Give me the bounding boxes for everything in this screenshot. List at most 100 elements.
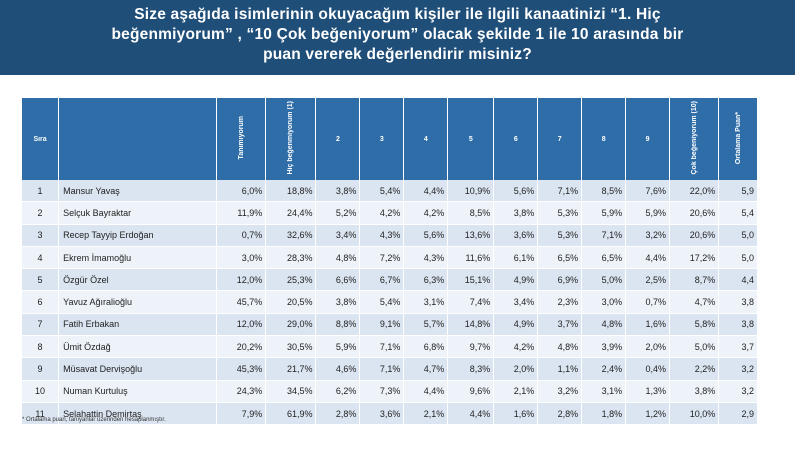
value-cell: 0,7%	[625, 290, 671, 314]
column-header-label: Tanımıyorum	[237, 116, 245, 160]
value-cell: 3,8	[718, 313, 758, 337]
value-cell: 7,2%	[359, 246, 405, 270]
value-cell: 45,3%	[216, 357, 267, 381]
rank-cell: 6	[22, 290, 60, 314]
table-row: 3 Recep Tayyip Erdoğan 0,7% 32,6% 3,4% 4,3% 5,…	[22, 224, 758, 247]
value-cell: 1,8%	[581, 402, 627, 426]
value-cell: 14,8%	[447, 313, 495, 337]
value-cell: 2,2%	[669, 357, 720, 381]
column-header: 2	[315, 98, 361, 180]
value-cell: 29,0%	[265, 313, 317, 337]
table-row: 10 Numan Kurtuluş 24,3% 34,5% 6,2% 7,3% 4,4% 9,…	[22, 380, 758, 403]
value-cell: 8,5%	[447, 201, 495, 225]
column-header: Ortalama Puan*	[718, 98, 758, 180]
value-cell: 3,1%	[403, 290, 449, 314]
value-cell: 5,9%	[581, 201, 627, 225]
value-cell: 17,2%	[669, 246, 720, 270]
footnote: * Ortalama puan, tanıyanlar üzerinden he…	[22, 417, 166, 423]
value-cell: 8,8%	[315, 313, 361, 337]
value-cell: 4,7%	[669, 290, 720, 314]
title-line-1: Size aşağıda isimlerinin okuyacağım kişi…	[134, 6, 661, 23]
rank-cell: 10	[22, 380, 60, 403]
value-cell: 3,4%	[493, 290, 539, 314]
column-header: Çok beğeniyorum (10)	[669, 98, 720, 180]
value-cell: 2,5%	[625, 268, 671, 292]
value-cell: 8,3%	[447, 357, 495, 381]
value-cell: 3,8%	[669, 380, 720, 403]
value-cell: 7,1%	[359, 335, 405, 359]
value-cell: 34,5%	[265, 380, 317, 403]
title-line-2: beğenmiyorum” , “10 Çok beğeniyorum” ola…	[111, 26, 684, 43]
table-row: 6 Yavuz Ağıralioğlu 45,7% 20,5% 3,8% 5,4% 3,1%…	[22, 290, 758, 314]
value-cell: 5,0%	[669, 335, 720, 359]
value-cell: 4,4%	[625, 246, 671, 270]
value-cell: 6,6%	[315, 268, 361, 292]
value-cell: 4,8%	[581, 313, 627, 337]
value-cell: 4,7%	[403, 357, 449, 381]
value-cell: 13,6%	[447, 224, 495, 247]
value-cell: 1,3%	[625, 380, 671, 403]
survey-table-container: Sıra Tanımıyorum Hiç beğenmiyorum (1) 2 3 4 5 6…	[22, 98, 758, 426]
value-cell: 3,0%	[581, 290, 627, 314]
value-cell: 4,8%	[315, 246, 361, 270]
name-cell: Ekrem İmamoğlu	[58, 246, 218, 270]
value-cell: 6,2%	[315, 380, 361, 403]
value-cell: 5,8%	[669, 313, 720, 337]
value-cell: 6,7%	[359, 268, 405, 292]
value-cell: 2,1%	[493, 380, 539, 403]
value-cell: 5,6%	[493, 180, 539, 203]
value-cell: 3,9%	[581, 335, 627, 359]
value-cell: 20,6%	[669, 224, 720, 247]
column-header: 8	[581, 98, 627, 180]
value-cell: 10,9%	[447, 180, 495, 203]
value-cell: 28,3%	[265, 246, 317, 270]
value-cell: 6,5%	[537, 246, 583, 270]
value-cell: 5,9%	[315, 335, 361, 359]
name-cell: Fatih Erbakan	[58, 313, 218, 337]
column-header: Tanımıyorum	[216, 98, 267, 180]
value-cell: 4,2%	[403, 201, 449, 225]
value-cell: 30,5%	[265, 335, 317, 359]
value-cell: 4,4%	[403, 180, 449, 203]
value-cell: 3,2	[718, 380, 758, 403]
rank-cell: 7	[22, 313, 60, 337]
value-cell: 9,1%	[359, 313, 405, 337]
value-cell: 6,5%	[581, 246, 627, 270]
value-cell: 45,7%	[216, 290, 267, 314]
value-cell: 3,6%	[493, 224, 539, 247]
value-cell: 3,8	[718, 290, 758, 314]
column-header: Sıra	[22, 98, 60, 180]
value-cell: 4,2%	[493, 335, 539, 359]
page-title: Size aşağıda isimlerinin okuyacağım kişi…	[0, 0, 795, 75]
value-cell: 4,2%	[359, 201, 405, 225]
column-header: 5	[447, 98, 495, 180]
value-cell: 1,2%	[625, 402, 671, 426]
value-cell: 9,6%	[447, 380, 495, 403]
value-cell: 4,4%	[403, 380, 449, 403]
name-cell: Özgür Özel	[58, 268, 218, 292]
name-cell: Yavuz Ağıralioğlu	[58, 290, 218, 314]
value-cell: 3,2%	[625, 224, 671, 247]
value-cell: 6,3%	[403, 268, 449, 292]
value-cell: 18,8%	[265, 180, 317, 203]
value-cell: 20,5%	[265, 290, 317, 314]
value-cell: 5,7%	[403, 313, 449, 337]
rank-cell: 2	[22, 201, 60, 225]
value-cell: 11,9%	[216, 201, 267, 225]
value-cell: 5,4	[718, 201, 758, 225]
rank-cell: 11	[22, 402, 60, 426]
value-cell: 5,4%	[359, 290, 405, 314]
table-row: 1 Mansur Yavaş 6,0% 18,8% 3,8% 5,4% 4,4% 10,9% 5…	[22, 180, 758, 203]
value-cell: 4,4	[718, 268, 758, 292]
value-cell: 3,8%	[493, 201, 539, 225]
value-cell: 7,1%	[537, 180, 583, 203]
value-cell: 4,3%	[359, 224, 405, 247]
value-cell: 5,6%	[403, 224, 449, 247]
name-cell: Mansur Yavaş	[58, 180, 218, 203]
value-cell: 3,1%	[581, 380, 627, 403]
value-cell: 3,7%	[537, 313, 583, 337]
value-cell: 4,8%	[537, 335, 583, 359]
name-cell: Müsavat Dervişoğlu	[58, 357, 218, 381]
value-cell: 5,9%	[625, 201, 671, 225]
title-line-3: puan vererek değerlendirir misiniz?	[263, 46, 532, 63]
